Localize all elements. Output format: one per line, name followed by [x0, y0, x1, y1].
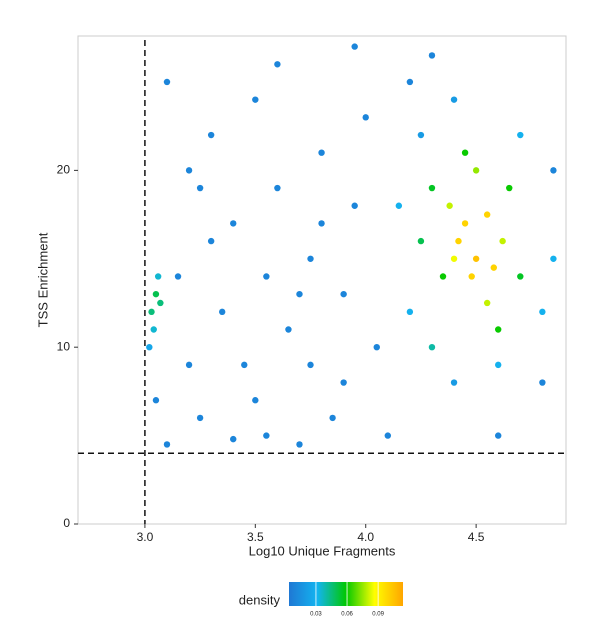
point: [428, 343, 436, 351]
y-tick-label: 10: [57, 339, 71, 353]
point: [517, 131, 524, 139]
point: [329, 414, 336, 422]
point: [406, 308, 414, 316]
point: [450, 255, 458, 262]
point: [495, 326, 502, 333]
colorbar-title: density: [239, 592, 281, 607]
colorbar-tick-label: 0.09: [372, 612, 384, 618]
point: [539, 308, 546, 316]
point: [163, 441, 171, 448]
point: [450, 379, 458, 386]
point: [517, 273, 524, 280]
point: [307, 255, 314, 262]
x-tick-label: 4.0: [357, 530, 374, 544]
point: [550, 255, 557, 262]
point: [539, 379, 546, 386]
point: [296, 290, 303, 298]
point: [446, 202, 453, 209]
y-tick-label: 0: [63, 516, 70, 530]
x-axis-title: Log10 Unique Fragments: [249, 543, 396, 558]
point: [340, 290, 347, 298]
point: [252, 397, 259, 404]
point: [490, 264, 497, 271]
point: [152, 290, 160, 298]
point: [150, 326, 157, 333]
point: [196, 184, 204, 192]
point: [472, 167, 480, 174]
colorbar: [289, 582, 403, 606]
point: [461, 149, 469, 156]
point: [241, 361, 248, 369]
x-tick-label: 3.0: [137, 530, 154, 544]
point: [439, 273, 447, 280]
point: [230, 435, 237, 443]
point: [174, 273, 182, 280]
point: [318, 149, 325, 156]
point: [417, 131, 425, 139]
point: [472, 255, 480, 262]
point: [154, 273, 162, 280]
point: [152, 397, 160, 404]
point: [163, 78, 171, 86]
point: [455, 237, 462, 245]
point: [468, 273, 475, 280]
point: [506, 184, 513, 192]
point: [207, 131, 215, 139]
point: [384, 432, 392, 439]
point: [428, 52, 436, 59]
x-tick-label: 3.5: [247, 530, 264, 544]
point: [207, 237, 215, 245]
y-tick-label: 20: [57, 163, 71, 177]
point: [185, 167, 193, 174]
point: [550, 167, 557, 174]
point: [395, 202, 403, 209]
x-tick-label: 4.5: [468, 530, 485, 544]
colorbar-tick-label: 0.03: [310, 612, 322, 618]
point: [274, 61, 281, 68]
point: [148, 308, 155, 316]
point: [218, 308, 226, 316]
point: [373, 343, 380, 351]
point: [340, 379, 347, 386]
point: [406, 78, 414, 86]
point: [499, 237, 506, 245]
point: [307, 361, 314, 369]
point: [351, 202, 358, 209]
point: [296, 441, 303, 448]
point: [318, 220, 325, 227]
point: [362, 114, 369, 121]
point: [263, 432, 270, 439]
point: [483, 211, 491, 218]
colorbar-tick-label: 0.06: [341, 612, 353, 618]
point: [483, 299, 491, 307]
point: [146, 343, 153, 351]
point: [461, 220, 469, 227]
point: [285, 326, 292, 333]
plot-frame: [77, 35, 567, 525]
point: [428, 184, 436, 192]
point: [495, 361, 502, 369]
point: [252, 96, 259, 103]
point: [185, 361, 193, 369]
point: [450, 96, 458, 103]
point: [417, 237, 425, 245]
point: [495, 432, 502, 439]
point: [230, 220, 237, 227]
point: [263, 273, 270, 280]
point: [196, 414, 204, 422]
point: [274, 184, 281, 192]
y-axis-title: TSS Enrichment: [35, 232, 50, 327]
point: [351, 43, 358, 50]
point: [157, 299, 164, 307]
